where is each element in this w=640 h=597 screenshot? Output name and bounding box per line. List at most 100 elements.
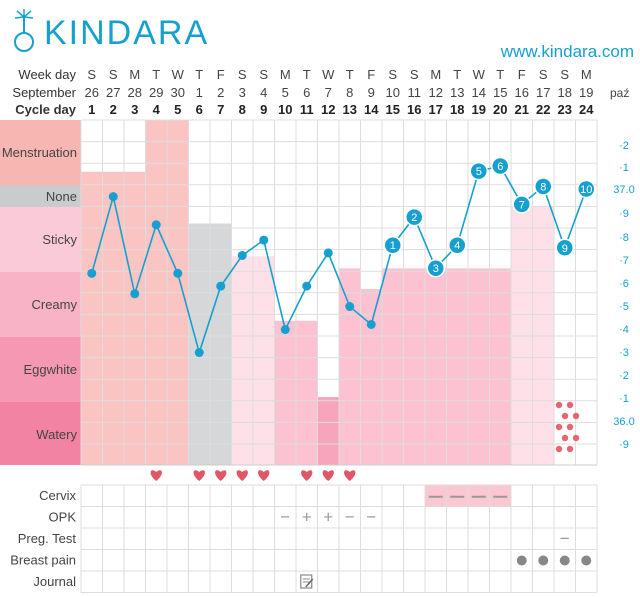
cycle-day-label: 13: [343, 102, 357, 117]
temperature-tick-label: ·2: [619, 140, 629, 152]
opk-result: −: [345, 508, 355, 527]
cycle-day-label: 14: [364, 102, 379, 117]
fluid-level-label: Eggwhite: [24, 362, 77, 377]
intercourse-heart-icon: [301, 470, 313, 481]
cycle-day-label: 11: [300, 102, 314, 117]
date-label: 27: [106, 85, 120, 100]
week-day-label: M: [129, 67, 140, 82]
cycle-day-label: 1: [88, 102, 95, 117]
fluid-band-label-bg: [0, 272, 81, 337]
date-label: 14: [472, 85, 486, 100]
temperature-point: [259, 235, 269, 245]
cycle-day-label: 21: [515, 102, 529, 117]
opk-result: +: [323, 508, 333, 527]
temperature-point-numbered: [534, 177, 553, 196]
date-label: 30: [171, 85, 185, 100]
breast-pain-dot: [538, 555, 549, 566]
fluid-band-label-bg: [0, 120, 81, 185]
kindara-logo-icon: [14, 9, 34, 52]
week-day-label: S: [539, 67, 548, 82]
date-label: 15: [493, 85, 507, 100]
temperature-point-numbered: [448, 235, 467, 255]
temperature-tick-label: ·3: [619, 347, 629, 359]
temperature-point-label: 5: [476, 166, 482, 178]
fluid-band-label-bg: [0, 402, 81, 465]
fluid-fill-bar: [360, 289, 383, 465]
breast-pain-dot: [516, 555, 527, 566]
fluid-fill-bar: [124, 171, 146, 465]
watery-dot: [572, 434, 580, 442]
temperature-point: [323, 248, 333, 258]
watery-dot: [555, 445, 563, 453]
temperature-tick-label: ·8: [619, 232, 629, 244]
date-label: 18: [558, 85, 572, 100]
fluid-fill-bar: [489, 268, 512, 465]
intercourse-heart-icon: [215, 470, 227, 481]
fluid-level-label: Watery: [36, 427, 77, 442]
cycle-day-label: 2: [110, 102, 117, 117]
week-day-label: T: [496, 67, 504, 82]
fluid-fill-bar: [231, 256, 254, 465]
temperature-tick-label: ·4: [619, 324, 629, 336]
intercourse-heart-icon: [193, 470, 205, 481]
date-label: 6: [303, 85, 310, 100]
fluid-band-label-bg: [0, 185, 81, 207]
date-label: 29: [149, 85, 163, 100]
temperature-tick-label: 37.0: [613, 184, 634, 196]
fluid-fill-bar: [403, 268, 426, 465]
website-link[interactable]: www.kindara.com: [500, 42, 634, 61]
fluid-level-label: None: [46, 189, 77, 204]
temperature-point-label: 2: [411, 212, 417, 224]
cycle-day-label: 17: [429, 102, 443, 117]
watery-dot: [566, 445, 574, 453]
watery-dot: [555, 423, 563, 431]
preg-test-result: −: [560, 529, 570, 548]
fluid-fill-bar: [81, 171, 103, 465]
week-day-label: W: [172, 67, 185, 82]
fluid-fill-bar: [468, 268, 490, 465]
date-label: 12: [429, 85, 443, 100]
fluid-fill-bar: [274, 320, 297, 465]
opk-result: −: [280, 508, 290, 527]
cycle-day-label: 4: [153, 102, 161, 117]
logo: KINDARA: [10, 8, 207, 58]
date-label: 11: [408, 85, 422, 100]
date-label: 8: [346, 85, 353, 100]
temperature-tick-label: ·6: [619, 278, 629, 290]
watery-dot: [566, 401, 574, 409]
week-day-label: S: [238, 67, 247, 82]
fluid-fill-bar: [102, 171, 125, 465]
header-row-label: Cycle day: [15, 102, 76, 117]
cycle-day-label: 22: [536, 102, 550, 117]
fluid-band-label-bg: [0, 207, 81, 272]
date-label: 2: [217, 85, 224, 100]
week-day-label: S: [87, 67, 96, 82]
week-day-label: M: [280, 67, 291, 82]
cycle-day-label: 18: [450, 102, 464, 117]
breast-pain-dot: [559, 555, 570, 566]
cycle-day-label: 10: [278, 102, 292, 117]
temperature-point: [302, 281, 312, 291]
temperature-point-label: 9: [562, 243, 568, 255]
temperature-point-numbered: [512, 195, 531, 214]
fluid-fill-bar: [296, 320, 318, 465]
opk-result: −: [366, 508, 376, 527]
opk-result: +: [302, 508, 312, 527]
next-month-label: paź: [610, 86, 629, 100]
week-day-label: T: [195, 67, 203, 82]
date-label: 28: [128, 85, 142, 100]
cycle-day-label: 24: [579, 102, 594, 117]
temperature-point: [108, 192, 118, 202]
date-label: 5: [282, 85, 289, 100]
sub-row-label: Breast pain: [10, 553, 76, 568]
watery-dot: [566, 423, 574, 431]
cycle-day-label: 8: [239, 102, 246, 117]
week-day-label: F: [367, 67, 375, 82]
week-day-label: S: [388, 67, 397, 82]
temperature-point: [194, 348, 204, 358]
fluid-fill-bar: [317, 397, 340, 465]
fluid-level-label: Sticky: [42, 232, 77, 247]
cycle-day-label: 16: [407, 102, 421, 117]
cycle-day-label: 5: [174, 102, 181, 117]
date-label: 9: [368, 85, 375, 100]
